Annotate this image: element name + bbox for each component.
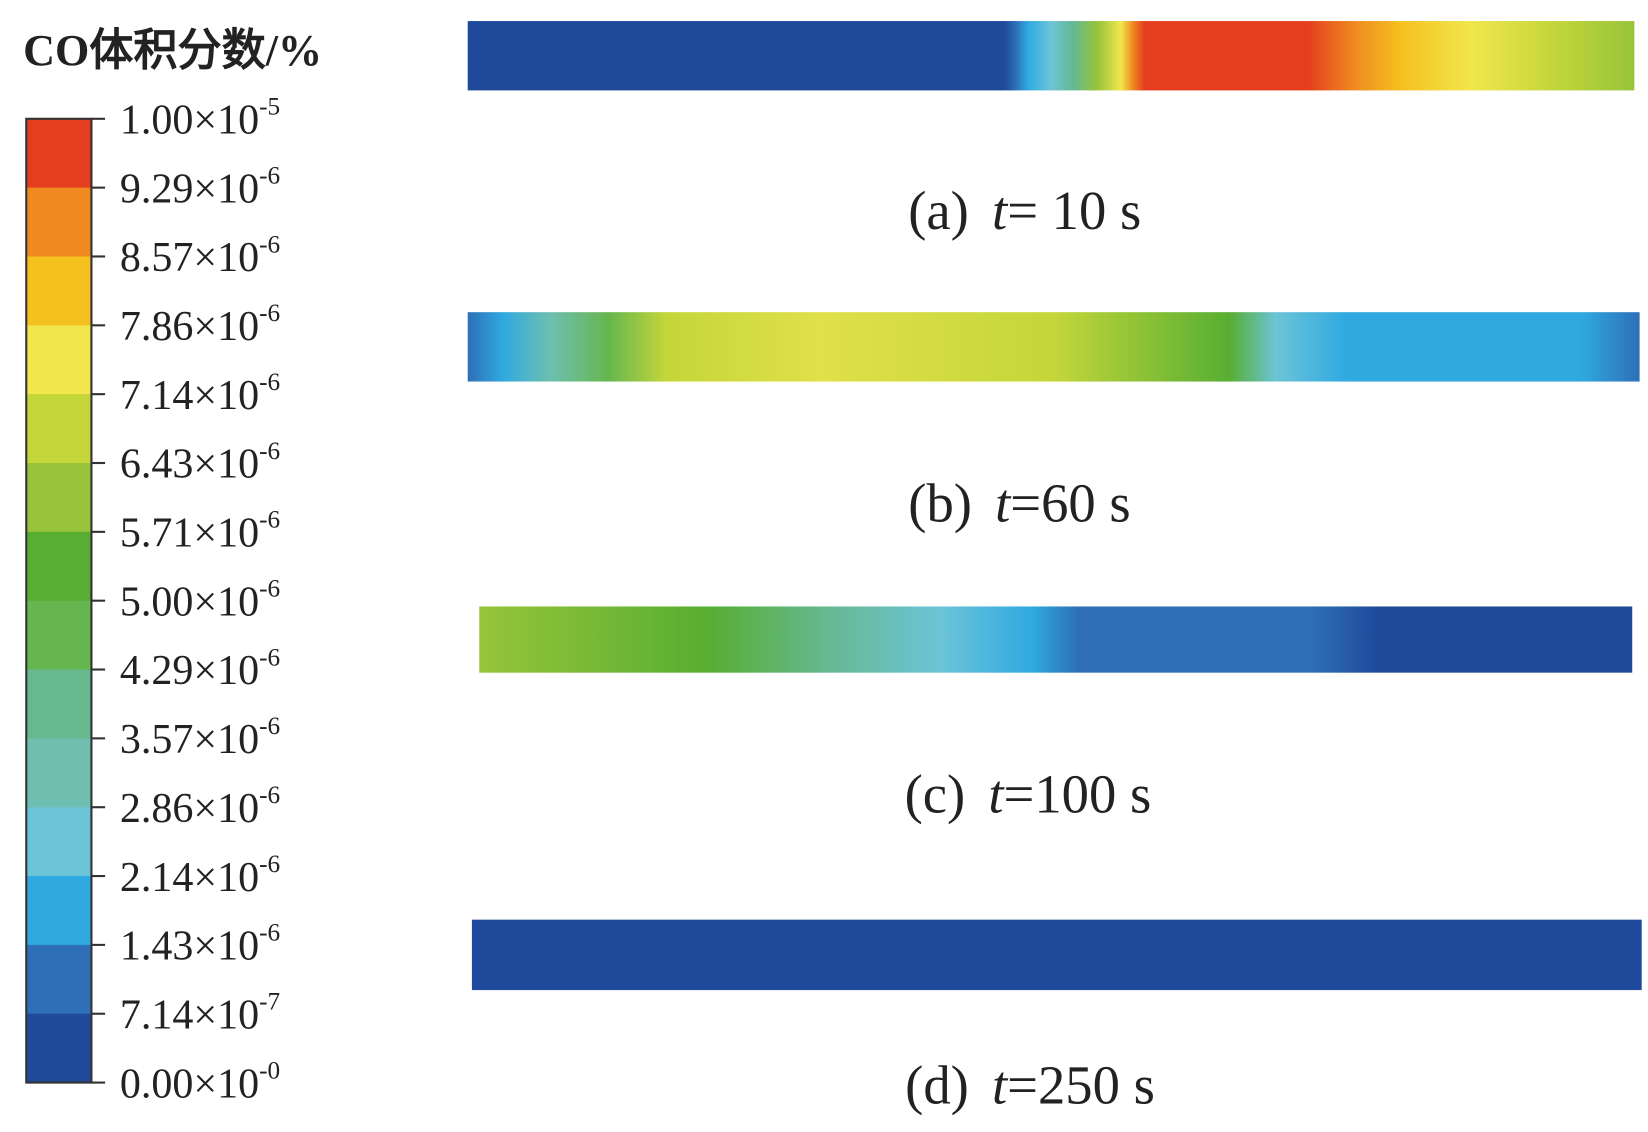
tick-mantissa: 2.86×10 <box>120 786 259 832</box>
tick-exponent: -6 <box>259 644 280 671</box>
tick-label: 2.14×10-6 <box>120 851 280 901</box>
tick-mantissa: 5.71×10 <box>120 511 259 557</box>
tick-mantissa: 7.14×10 <box>120 373 259 419</box>
caption-label: (c) <box>905 763 966 824</box>
tick-label: 3.57×10-6 <box>120 713 280 763</box>
tick-mantissa: 1.43×10 <box>120 924 259 970</box>
tick-exponent: -5 <box>259 94 280 121</box>
tick-exponent: -6 <box>259 438 280 465</box>
tick-mantissa: 7.14×10 <box>120 992 259 1038</box>
colorbar-band <box>26 807 92 877</box>
tick-exponent: -6 <box>259 713 280 740</box>
colorbar-title: CO体积分数/% <box>23 26 322 75</box>
panel-caption: (b) t=60 s <box>908 472 1130 533</box>
panel-caption: (c) t=100 s <box>905 763 1152 824</box>
tick-exponent: -6 <box>259 782 280 809</box>
caption-rest: =100 s <box>1004 763 1152 824</box>
tick-label: 6.43×10-6 <box>120 438 280 488</box>
colorbar-band <box>26 118 92 189</box>
tick-label: 8.57×10-6 <box>120 231 280 281</box>
tick-label: 7.14×10-7 <box>120 989 280 1039</box>
tick-label: 5.00×10-6 <box>120 575 280 625</box>
tick-mantissa: 0.00×10 <box>120 1061 259 1107</box>
tick-mantissa: 7.86×10 <box>120 304 259 350</box>
tick-exponent: -6 <box>259 507 280 534</box>
tick-label: 1.43×10-6 <box>120 920 280 970</box>
panel-caption: (d) t=250 s <box>905 1055 1155 1116</box>
tick-exponent: -6 <box>259 575 280 602</box>
tick-mantissa: 5.00×10 <box>120 579 259 625</box>
caption-variable: t <box>995 472 1012 533</box>
colorbar-band <box>26 187 92 257</box>
caption-variable: t <box>992 180 1009 241</box>
colorbar-band <box>26 256 92 326</box>
tick-label: 2.86×10-6 <box>120 782 280 832</box>
caption-rest: = 10 s <box>1007 180 1141 241</box>
tick-mantissa: 2.14×10 <box>120 855 259 901</box>
captions: (a) t= 10 s(b) t=60 s(c) t=100 s(d) t=250 s <box>905 180 1155 1115</box>
colorbar-band <box>26 944 92 1015</box>
tick-mantissa: 9.29×10 <box>120 166 259 212</box>
colorbar-band <box>26 876 92 946</box>
tick-exponent: -0 <box>259 1057 280 1084</box>
panel-caption: (a) t= 10 s <box>908 180 1141 241</box>
colorbar-band <box>26 531 92 602</box>
colorbar-band <box>26 394 92 464</box>
tick-label: 9.29×10-6 <box>120 162 280 212</box>
contour-d <box>471 919 1642 991</box>
tick-exponent: -7 <box>259 989 280 1016</box>
tick-mantissa: 4.29×10 <box>120 648 259 694</box>
tick-exponent: -6 <box>259 851 280 878</box>
tick-exponent: -6 <box>259 162 280 189</box>
caption-variable: t <box>988 763 1005 824</box>
tick-label: 5.71×10-6 <box>120 507 280 557</box>
contour-c <box>479 606 1633 673</box>
caption-label: (b) <box>908 472 972 533</box>
caption-rest: =250 s <box>1007 1055 1155 1116</box>
tick-mantissa: 3.57×10 <box>120 717 259 763</box>
contour-a <box>467 21 1635 91</box>
tick-mantissa: 1.00×10 <box>120 98 259 144</box>
tick-exponent: -6 <box>259 300 280 327</box>
tick-mantissa: 8.57×10 <box>120 235 259 281</box>
caption-label: (d) <box>905 1055 969 1116</box>
tick-label: 7.14×10-6 <box>120 369 280 419</box>
tick-mantissa: 6.43×10 <box>120 442 259 488</box>
colorbar-band <box>26 600 92 671</box>
colorbar-band <box>26 463 92 533</box>
tick-exponent: -6 <box>259 231 280 258</box>
colorbar: 1.00×10-59.29×10-68.57×10-67.86×10-67.14… <box>25 94 280 1107</box>
tick-exponent: -6 <box>259 369 280 396</box>
tick-label: 7.86×10-6 <box>120 300 280 350</box>
tick-label: 4.29×10-6 <box>120 644 280 694</box>
tick-exponent: -6 <box>259 920 280 947</box>
tick-label: 1.00×10-5 <box>120 94 280 144</box>
caption-variable: t <box>992 1055 1009 1116</box>
colorbar-band <box>26 325 92 395</box>
colorbar-band <box>26 1013 92 1084</box>
tick-label: 0.00×10-0 <box>120 1057 280 1107</box>
colorbar-band <box>26 669 92 739</box>
contour-b <box>467 312 1640 382</box>
caption-rest: =60 s <box>1010 472 1130 533</box>
colorbar-band <box>26 738 92 808</box>
caption-label: (a) <box>908 180 969 241</box>
